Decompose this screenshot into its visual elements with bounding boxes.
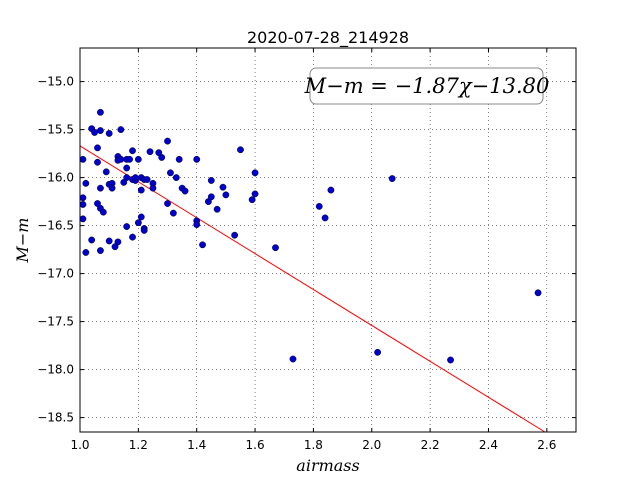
data-point xyxy=(207,193,215,201)
data-point xyxy=(534,289,542,297)
data-point xyxy=(199,241,206,249)
data-point xyxy=(126,155,134,163)
data-point xyxy=(129,233,136,241)
data-point xyxy=(79,194,87,202)
y-axis-label: M−m xyxy=(13,218,32,264)
x-tick-label: 2.0 xyxy=(362,438,381,452)
data-point xyxy=(117,126,125,134)
y-tick-label: −18.0 xyxy=(37,363,74,377)
data-point xyxy=(167,169,174,177)
data-point xyxy=(97,247,104,254)
data-point xyxy=(117,155,125,163)
data-point xyxy=(97,127,104,134)
y-tick-label: −15.0 xyxy=(37,75,74,89)
plot-frame xyxy=(79,47,577,433)
grid xyxy=(79,48,576,432)
data-point xyxy=(315,202,323,210)
axis-ticks: 1.0 1.2 1.4 1.6 1.8 2.0 2.2 2.4 2.6 −15.0 −15.5 −16… xyxy=(37,48,576,452)
data-point xyxy=(134,155,142,163)
data-point xyxy=(123,164,131,172)
data-point xyxy=(97,184,104,192)
data-point xyxy=(289,355,297,363)
y-tick-label: −17.5 xyxy=(37,315,74,329)
data-point xyxy=(251,169,259,177)
data-point xyxy=(99,208,107,216)
data-point xyxy=(193,155,201,163)
data-point xyxy=(88,236,96,244)
data-point xyxy=(327,186,335,194)
data-point xyxy=(222,191,230,199)
x-tick-label: 2.2 xyxy=(421,438,440,452)
data-point xyxy=(114,238,122,246)
data-point xyxy=(105,237,113,245)
data-point xyxy=(207,177,215,184)
data-point xyxy=(82,179,90,187)
data-point xyxy=(388,175,396,182)
data-point xyxy=(143,176,151,183)
y-tick-label: −16.5 xyxy=(37,219,74,233)
data-point xyxy=(164,200,171,207)
data-point xyxy=(164,137,171,145)
data-point xyxy=(213,205,221,213)
data-point xyxy=(102,168,110,176)
data-point xyxy=(231,231,239,239)
data-point xyxy=(193,221,201,229)
data-point xyxy=(146,148,154,156)
data-point xyxy=(181,187,189,195)
x-tick-label: 1.0 xyxy=(70,438,89,452)
data-point xyxy=(321,214,329,222)
data-point xyxy=(248,196,256,204)
data-point xyxy=(447,356,454,364)
x-tick-label: 1.4 xyxy=(187,438,206,452)
data-point xyxy=(105,130,113,137)
data-point xyxy=(374,348,381,356)
data-point xyxy=(251,190,259,198)
y-tick-label: −18.5 xyxy=(37,411,74,425)
data-point xyxy=(79,155,87,163)
data-point xyxy=(108,184,116,192)
data-point xyxy=(94,144,101,152)
data-point xyxy=(79,215,87,223)
data-point xyxy=(79,201,87,208)
data-point xyxy=(149,184,157,192)
x-tick-label: 2.4 xyxy=(479,438,498,452)
data-point xyxy=(137,186,145,194)
data-point xyxy=(272,244,279,252)
data-point xyxy=(158,154,166,161)
data-point xyxy=(219,183,227,191)
data-point xyxy=(129,147,136,155)
fit-line xyxy=(79,145,546,433)
x-tick-label: 1.2 xyxy=(129,438,148,452)
data-point xyxy=(137,213,145,221)
data-point xyxy=(175,155,183,163)
y-tick-label: −17.0 xyxy=(37,267,74,281)
x-axis-label: airmass xyxy=(296,456,359,475)
data-point xyxy=(134,219,142,227)
data-point xyxy=(97,108,104,116)
data-point xyxy=(94,158,101,166)
data-point xyxy=(169,209,177,217)
data-point xyxy=(172,174,180,182)
data-point xyxy=(91,129,98,136)
data-point xyxy=(237,146,244,154)
y-tick-label: −15.5 xyxy=(37,123,74,137)
data-point xyxy=(132,174,139,182)
data-point xyxy=(140,226,148,234)
data-point xyxy=(123,174,131,182)
y-tick-label: −16.0 xyxy=(37,171,74,185)
data-point xyxy=(82,249,90,256)
fit-equation: M−m = −1.87χ−13.80 xyxy=(304,74,550,98)
plot-area xyxy=(79,108,546,433)
x-tick-label: 1.8 xyxy=(304,438,323,452)
data-point xyxy=(123,223,131,230)
x-tick-label: 2.6 xyxy=(537,438,556,452)
chart-title: 2020-07-28_214928 xyxy=(247,28,409,48)
x-tick-label: 1.6 xyxy=(246,438,265,452)
fit-equation-box: M−m = −1.87χ−13.80 xyxy=(304,67,550,105)
